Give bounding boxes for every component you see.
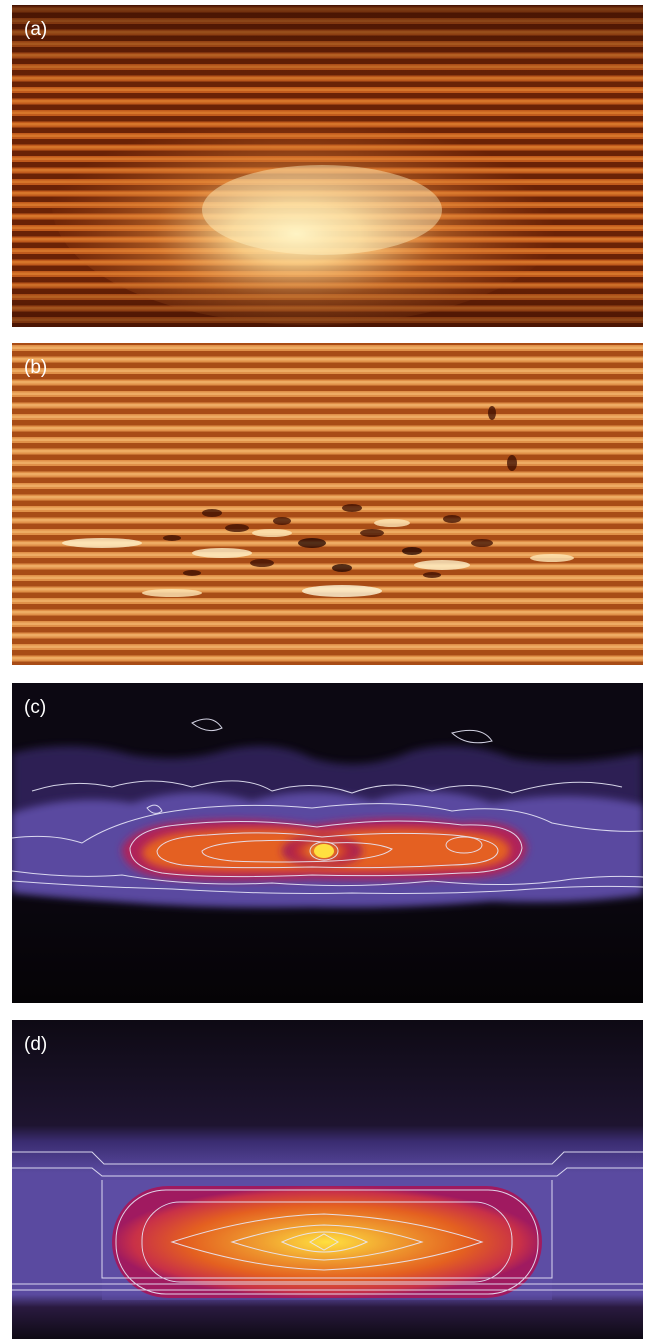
panel-a: (a) (12, 5, 643, 327)
panel-a-label: (a) (24, 19, 48, 40)
panel-d-image (12, 1020, 643, 1339)
panel-b: (b) (12, 343, 643, 665)
panel-c: (c) (12, 683, 643, 1003)
panel-d: (d) (12, 1020, 643, 1339)
panel-c-label: (c) (24, 697, 47, 718)
panel-c-image (12, 683, 643, 1003)
panel-b-image (12, 343, 643, 665)
panel-b-label: (b) (24, 357, 48, 378)
panel-a-image (12, 5, 643, 327)
panel-d-label: (d) (24, 1034, 48, 1055)
